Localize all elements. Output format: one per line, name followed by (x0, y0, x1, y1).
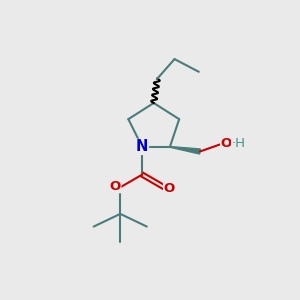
Polygon shape (170, 146, 200, 154)
Text: N: N (136, 140, 148, 154)
Text: ·H: ·H (232, 137, 246, 150)
Text: O: O (221, 137, 232, 150)
Text: O: O (164, 182, 175, 195)
Text: O: O (110, 180, 121, 193)
